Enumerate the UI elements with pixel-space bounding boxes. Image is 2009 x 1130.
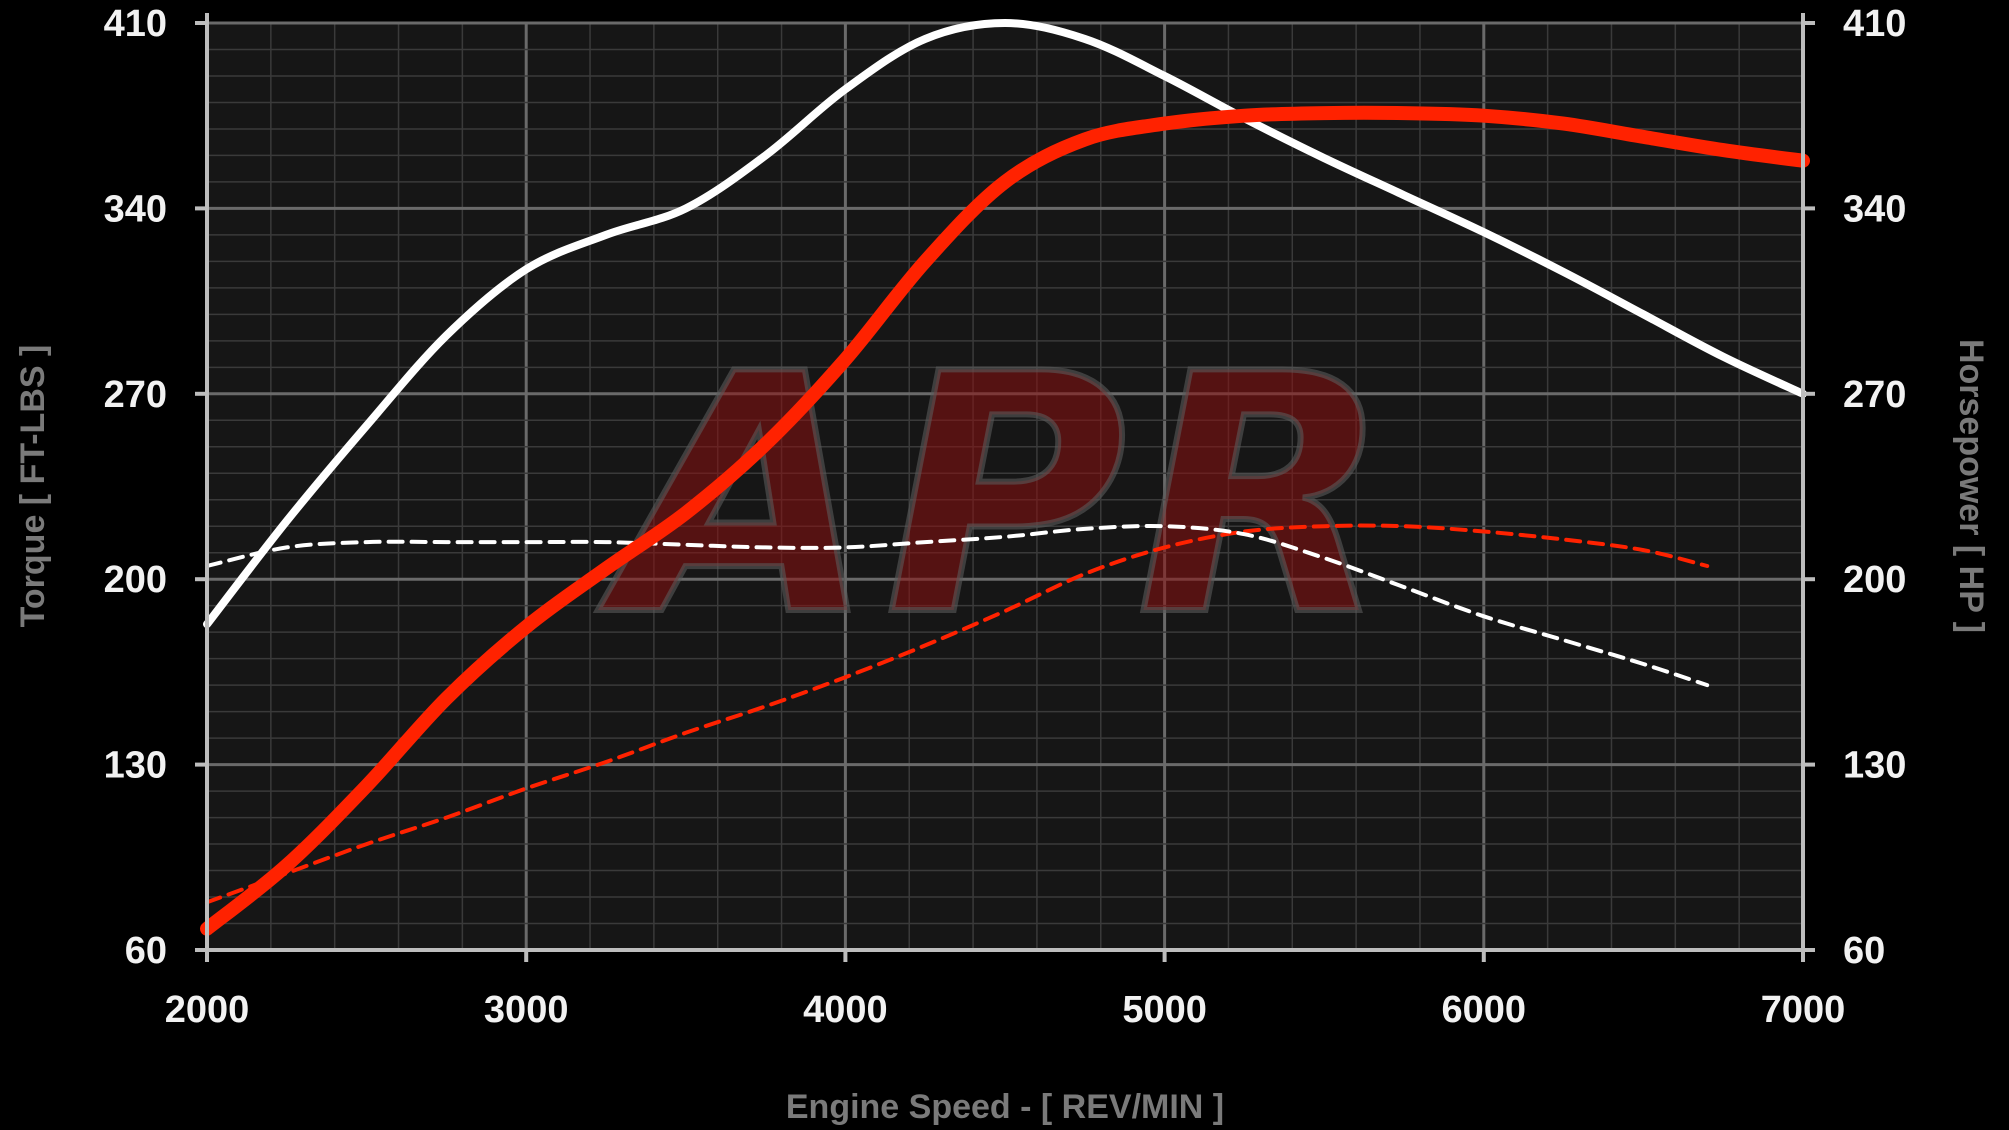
series-lines	[200, 19, 1810, 936]
y-tick-label-left: 410	[104, 3, 167, 45]
series-line-dashed-white	[205, 523, 1710, 688]
x-tick-label: 3000	[484, 989, 569, 1031]
y-tick-label-right: 410	[1843, 3, 1906, 45]
y-tick-label-right: 60	[1843, 930, 1885, 972]
y-tick-label-left: 340	[104, 188, 167, 230]
y-tick-label-left: 270	[104, 374, 167, 416]
apr-watermark: APR	[594, 304, 1401, 688]
x-tick-label: 5000	[1122, 989, 1207, 1031]
y-tick-label-right: 340	[1843, 188, 1906, 230]
x-tick-label: 2000	[165, 989, 250, 1031]
y-tick-label-right: 130	[1843, 745, 1906, 787]
series-line-solid-red	[200, 105, 1810, 936]
y-axis-right-title: Horsepower [ HP ]	[1952, 339, 1990, 633]
y-tick-label-right: 200	[1843, 559, 1906, 601]
x-tick-label: 6000	[1442, 989, 1527, 1031]
axes: 2000 3000 4000 5000 6000 7000 60 60 130 130 200 200…	[104, 3, 1907, 1031]
x-tick-label: 7000	[1761, 989, 1846, 1031]
x-tick-label: 4000	[803, 989, 888, 1031]
y-tick-label-right: 270	[1843, 374, 1906, 416]
y-axis-left-title: Torque [ FT-LBS ]	[14, 345, 52, 628]
x-axis-title: Engine Speed - [ REV/MIN ]	[786, 1088, 1224, 1126]
y-tick-label-left: 200	[104, 559, 167, 601]
y-tick-label-left: 60	[125, 930, 167, 972]
series-line-dashed-red	[205, 523, 1710, 905]
grid	[205, 21, 1805, 952]
series-line-solid-white	[203, 19, 1807, 629]
y-tick-label-left: 130	[104, 745, 167, 787]
